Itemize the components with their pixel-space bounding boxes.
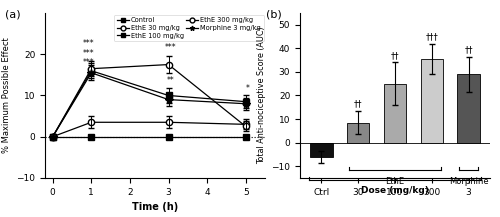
Text: **: ** — [166, 76, 174, 85]
Text: ††: †† — [464, 45, 473, 54]
X-axis label: Time (h): Time (h) — [132, 202, 178, 212]
Text: Morphine: Morphine — [448, 177, 488, 186]
Text: †††: ††† — [426, 32, 438, 41]
Bar — [458, 74, 479, 143]
Text: ††: †† — [391, 51, 399, 60]
Text: ***: *** — [164, 43, 176, 52]
Text: ††: †† — [354, 99, 362, 108]
Bar — [347, 123, 370, 143]
Text: ***: *** — [82, 39, 94, 48]
Text: ***: *** — [82, 58, 94, 67]
Text: (b): (b) — [266, 10, 281, 20]
Y-axis label: Total Anti-nociceptive Score (AUC): Total Anti-nociceptive Score (AUC) — [256, 27, 266, 164]
Legend: Control, EthE 30 mg/kg, EthE 100 mg/kg, EthE 300 mg/kg, Morphine 3 mg/kg: Control, EthE 30 mg/kg, EthE 100 mg/kg, … — [114, 15, 264, 41]
Text: (a): (a) — [6, 10, 21, 20]
Text: ***: *** — [82, 49, 94, 58]
Bar — [310, 143, 332, 157]
Text: Dose (mg/kg): Dose (mg/kg) — [361, 186, 429, 195]
Bar — [384, 84, 406, 143]
Y-axis label: % Maximum Possible Effect: % Maximum Possible Effect — [2, 38, 11, 153]
Text: **: ** — [166, 95, 174, 104]
Text: EthE: EthE — [386, 177, 404, 186]
Text: *: * — [246, 84, 250, 93]
Bar — [420, 59, 443, 143]
